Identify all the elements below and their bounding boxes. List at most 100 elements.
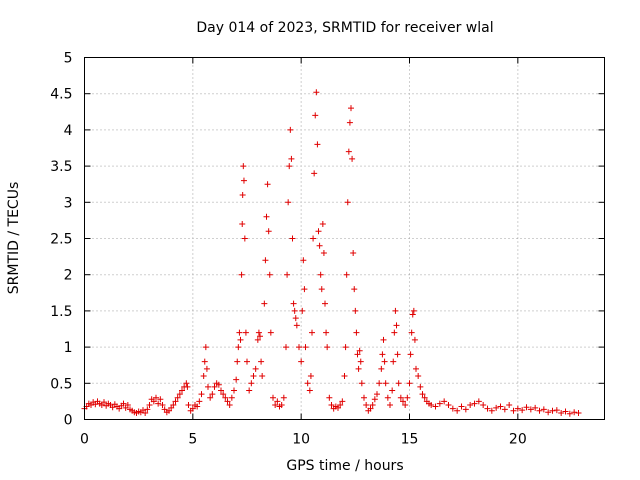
data-point xyxy=(218,387,224,394)
data-point xyxy=(391,329,398,336)
data-point xyxy=(270,394,276,401)
data-point xyxy=(189,405,196,412)
data-point xyxy=(228,394,235,401)
data-point xyxy=(413,365,419,372)
y-tick-label: 3.5 xyxy=(50,159,72,175)
data-point xyxy=(235,344,242,351)
data-point xyxy=(532,404,539,411)
data-point xyxy=(394,351,401,358)
data-point xyxy=(302,344,309,351)
data-point xyxy=(449,405,456,412)
data-point xyxy=(428,402,435,409)
data-point xyxy=(292,315,299,322)
data-point xyxy=(558,409,565,416)
data-point xyxy=(527,406,534,413)
data-point xyxy=(263,213,270,220)
data-point xyxy=(348,105,354,112)
data-point xyxy=(211,383,218,390)
data-point xyxy=(379,351,386,358)
y-axis-label: SRMTID / TECUs xyxy=(6,182,22,295)
data-point xyxy=(342,344,349,351)
data-point xyxy=(194,403,201,410)
data-point xyxy=(454,407,461,414)
data-point xyxy=(242,329,249,336)
data-point xyxy=(415,373,422,380)
data-point xyxy=(523,404,530,411)
data-point xyxy=(259,373,266,380)
data-point xyxy=(411,336,418,343)
data-point xyxy=(238,271,245,278)
data-point xyxy=(363,402,370,409)
data-point xyxy=(488,407,495,414)
data-point xyxy=(484,405,491,412)
data-point xyxy=(300,257,307,264)
data-point xyxy=(184,383,191,390)
data-point xyxy=(312,112,319,119)
data-point xyxy=(174,394,181,401)
y-tick-label: 1.5 xyxy=(50,304,72,320)
data-point xyxy=(400,398,406,405)
x-tick-label: 15 xyxy=(401,432,419,448)
data-point xyxy=(376,380,383,387)
data-point xyxy=(272,402,279,409)
data-point xyxy=(337,402,344,409)
data-point xyxy=(355,365,362,372)
data-point xyxy=(319,221,326,228)
data-point xyxy=(264,181,271,188)
grid xyxy=(84,57,605,420)
data-point xyxy=(280,394,287,401)
data-point xyxy=(344,199,351,206)
y-tick-label: 0 xyxy=(64,413,73,429)
data-point xyxy=(155,400,162,407)
data-point xyxy=(346,119,353,126)
data-point xyxy=(296,344,302,351)
data-point xyxy=(144,406,151,413)
data-point xyxy=(289,235,296,242)
data-point xyxy=(179,387,185,394)
data-point xyxy=(146,402,153,409)
data-point xyxy=(356,347,363,354)
data-point xyxy=(314,141,321,148)
data-point xyxy=(101,399,107,406)
data-point xyxy=(458,403,465,410)
data-point xyxy=(397,394,404,401)
data-point xyxy=(307,373,314,380)
data-point xyxy=(381,358,388,365)
y-tick-label: 0.5 xyxy=(50,376,72,392)
data-point xyxy=(198,391,205,398)
data-point xyxy=(471,400,478,407)
data-point xyxy=(241,235,248,242)
data-point xyxy=(514,405,521,412)
data-point xyxy=(562,408,569,415)
data-point xyxy=(341,373,348,380)
data-point xyxy=(480,402,487,409)
data-point xyxy=(257,333,263,340)
y-tick-label: 4.5 xyxy=(50,87,72,103)
data-point xyxy=(389,387,396,394)
data-point xyxy=(501,406,508,413)
data-point xyxy=(406,380,413,387)
data-point xyxy=(183,380,190,387)
x-tick-label: 10 xyxy=(292,432,310,448)
data-point xyxy=(301,286,308,293)
y-tick-label: 2.5 xyxy=(50,232,72,248)
y-tick-label: 1 xyxy=(64,340,73,356)
data-point xyxy=(374,391,380,398)
data-point xyxy=(432,403,439,410)
data-point xyxy=(209,391,216,398)
data-point xyxy=(185,402,192,409)
data-point xyxy=(196,398,203,405)
data-point xyxy=(239,192,246,199)
data-point xyxy=(246,387,253,394)
data-point xyxy=(345,148,352,155)
data-point xyxy=(354,351,361,358)
data-point xyxy=(261,300,268,307)
y-tick-label: 5 xyxy=(64,51,73,67)
data-point xyxy=(339,398,346,405)
data-point xyxy=(248,380,255,387)
data-point xyxy=(378,365,385,372)
data-point xyxy=(120,400,127,407)
data-point xyxy=(258,358,265,365)
data-point xyxy=(244,358,250,365)
